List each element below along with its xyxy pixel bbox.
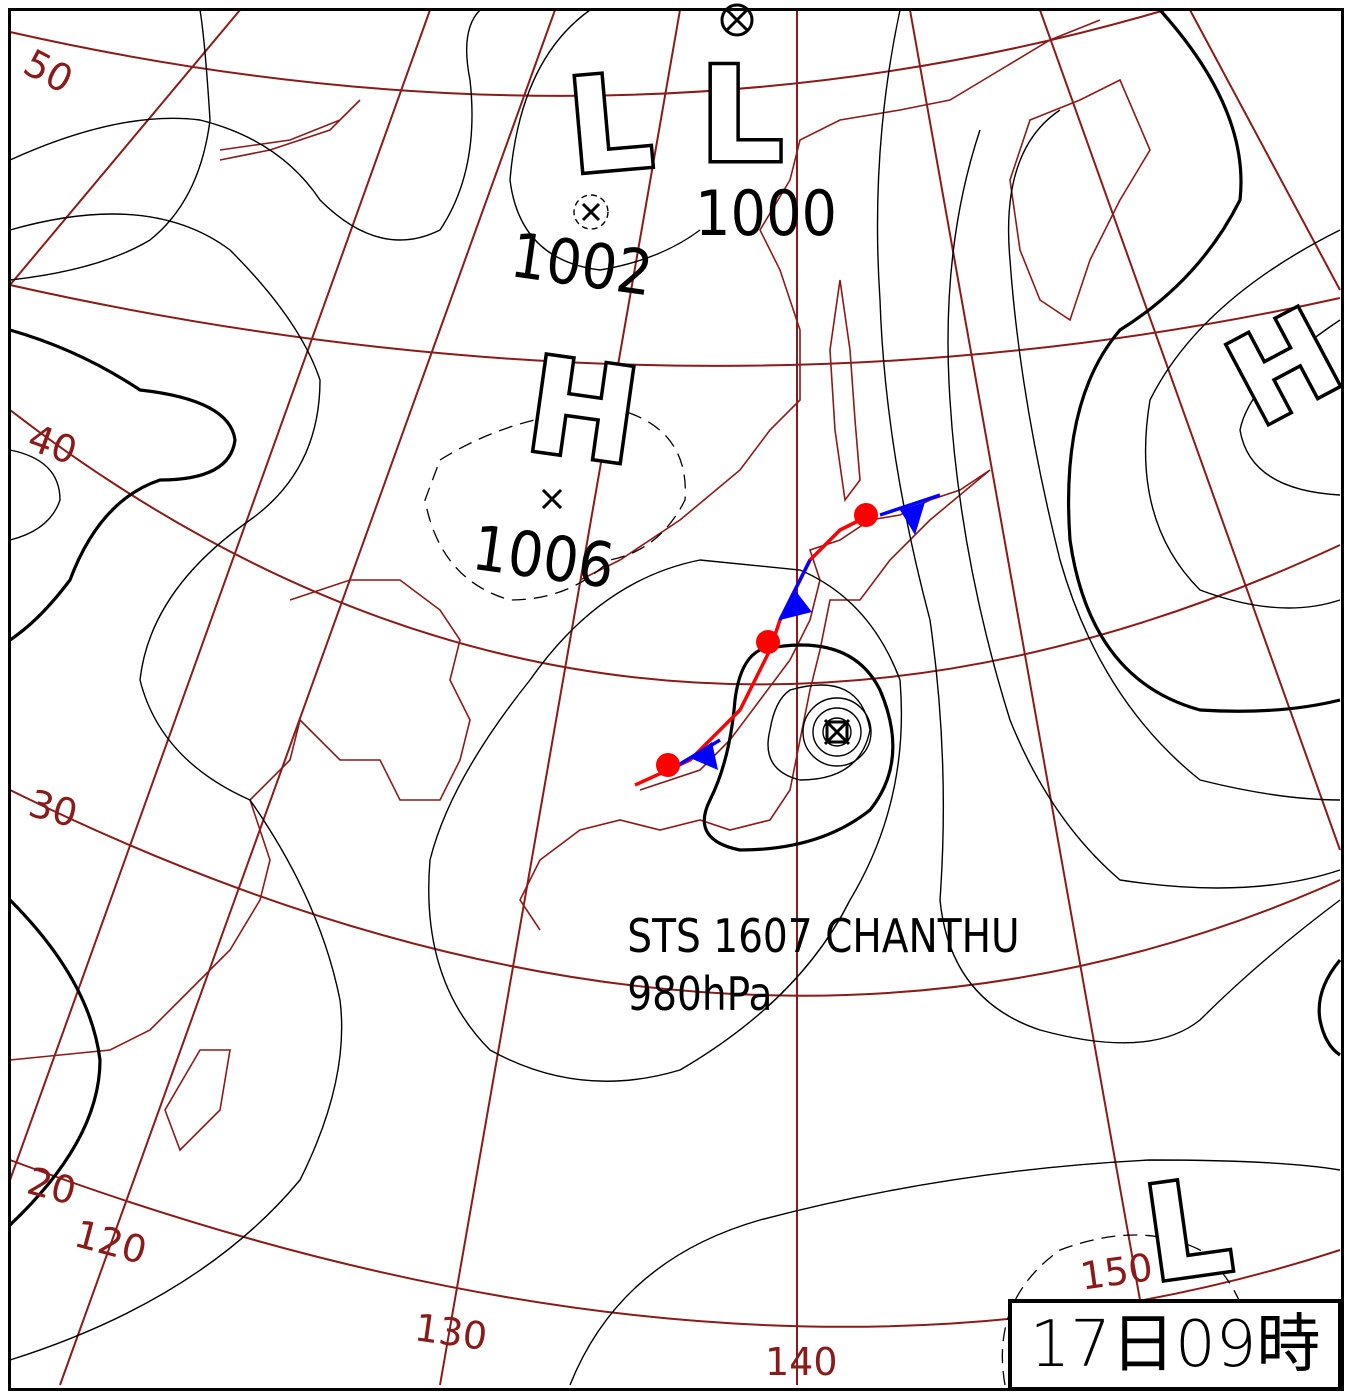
isobar-1012 — [8, 898, 102, 1227]
isobar — [509, 9, 701, 271]
high-symbol: H — [1208, 283, 1350, 453]
cold-front-line — [669, 493, 941, 772]
pressure-symbols: L L H H L — [515, 36, 1350, 1315]
typhoon-pressure: 980hPa — [627, 968, 772, 1022]
low-center-x-icon — [720, 3, 754, 37]
low-high-centers — [541, 3, 851, 746]
isobar-dashed — [424, 409, 686, 601]
isobar — [802, 697, 872, 767]
coastline-okhotsk-north — [219, 99, 361, 161]
isobar — [569, 1159, 1341, 1386]
longitude-line-115 — [9, 9, 241, 286]
longitude-label: 140 — [765, 1340, 838, 1384]
warm-front-semicircle — [854, 503, 878, 527]
isobar — [9, 9, 481, 241]
pressure-value: 1006 — [468, 511, 619, 603]
longitude-line-120 — [9, 9, 431, 1181]
longitude-line-125 — [59, 9, 556, 1386]
pressure-value: 1002 — [506, 218, 657, 310]
coastline-korea-china — [9, 579, 471, 1061]
low-symbol: L — [562, 45, 658, 204]
typhoon-label: STS 1607 CHANTHU 980hPa — [627, 910, 1019, 1022]
cold-front-triangle — [690, 502, 925, 770]
isobar — [822, 717, 852, 747]
coastlines — [9, 19, 1151, 1152]
isobar — [9, 9, 211, 281]
typhoon-name: STS 1607 CHANTHU — [627, 910, 1019, 964]
pressure-values: 1002 1000 1006 — [468, 177, 837, 603]
coastline-kamchatka — [1009, 78, 1151, 322]
isobar — [812, 707, 862, 757]
isobar — [9, 449, 61, 541]
high-symbol: H — [518, 328, 647, 494]
latitude-label: 30 — [24, 781, 82, 836]
fronts — [634, 493, 941, 787]
latitude-line-30 — [9, 789, 1341, 997]
isobar — [428, 559, 903, 1082]
longitude-line-145 — [909, 9, 1141, 1301]
grid-labels: 50 40 30 20 120 130 140 150 — [17, 41, 1156, 1384]
coastline-japan — [519, 469, 991, 931]
longitude-label: 150 — [1078, 1245, 1156, 1299]
isobar — [1144, 229, 1341, 609]
lat-lon-grid — [9, 9, 1341, 1386]
coastline-taiwan — [164, 1049, 231, 1152]
isobar — [1007, 109, 1341, 801]
high-center-x-icon — [541, 488, 563, 510]
latitude-label: 40 — [22, 415, 82, 473]
latitude-line-40 — [9, 409, 1341, 686]
latitude-line-50 — [9, 9, 1166, 97]
isobar — [1239, 319, 1341, 496]
isobar — [9, 213, 343, 1361]
isobar — [947, 129, 1341, 889]
isobars — [8, 8, 1342, 1386]
latitude-line-20 — [9, 1159, 1341, 1328]
isobar-1000 — [702, 643, 895, 852]
isobar — [767, 684, 871, 781]
typhoon-center-icon — [823, 718, 851, 746]
low-symbol: L — [700, 39, 783, 191]
low-center-x-icon — [573, 194, 609, 230]
latitude-line-45 — [9, 284, 1341, 367]
latitude-label: 50 — [17, 41, 80, 103]
valid-time-box: 17日09時 — [1008, 1299, 1342, 1391]
longitude-label: 130 — [412, 1305, 490, 1359]
longitude-line-155 — [1189, 9, 1341, 291]
coastline-sakhalin — [829, 279, 861, 503]
longitude-label: 120 — [70, 1212, 151, 1273]
longitude-line-130 — [439, 9, 681, 1386]
isobar — [1317, 958, 1342, 1057]
isobar — [876, 9, 1341, 1044]
isobar-1020 — [1066, 8, 1341, 713]
coastline-russia — [579, 19, 1101, 581]
pressure-value: 1000 — [695, 177, 837, 250]
warm-front-semicircle — [656, 753, 680, 777]
warm-front-semicircle — [756, 630, 780, 654]
isobar-1008 — [9, 328, 237, 642]
